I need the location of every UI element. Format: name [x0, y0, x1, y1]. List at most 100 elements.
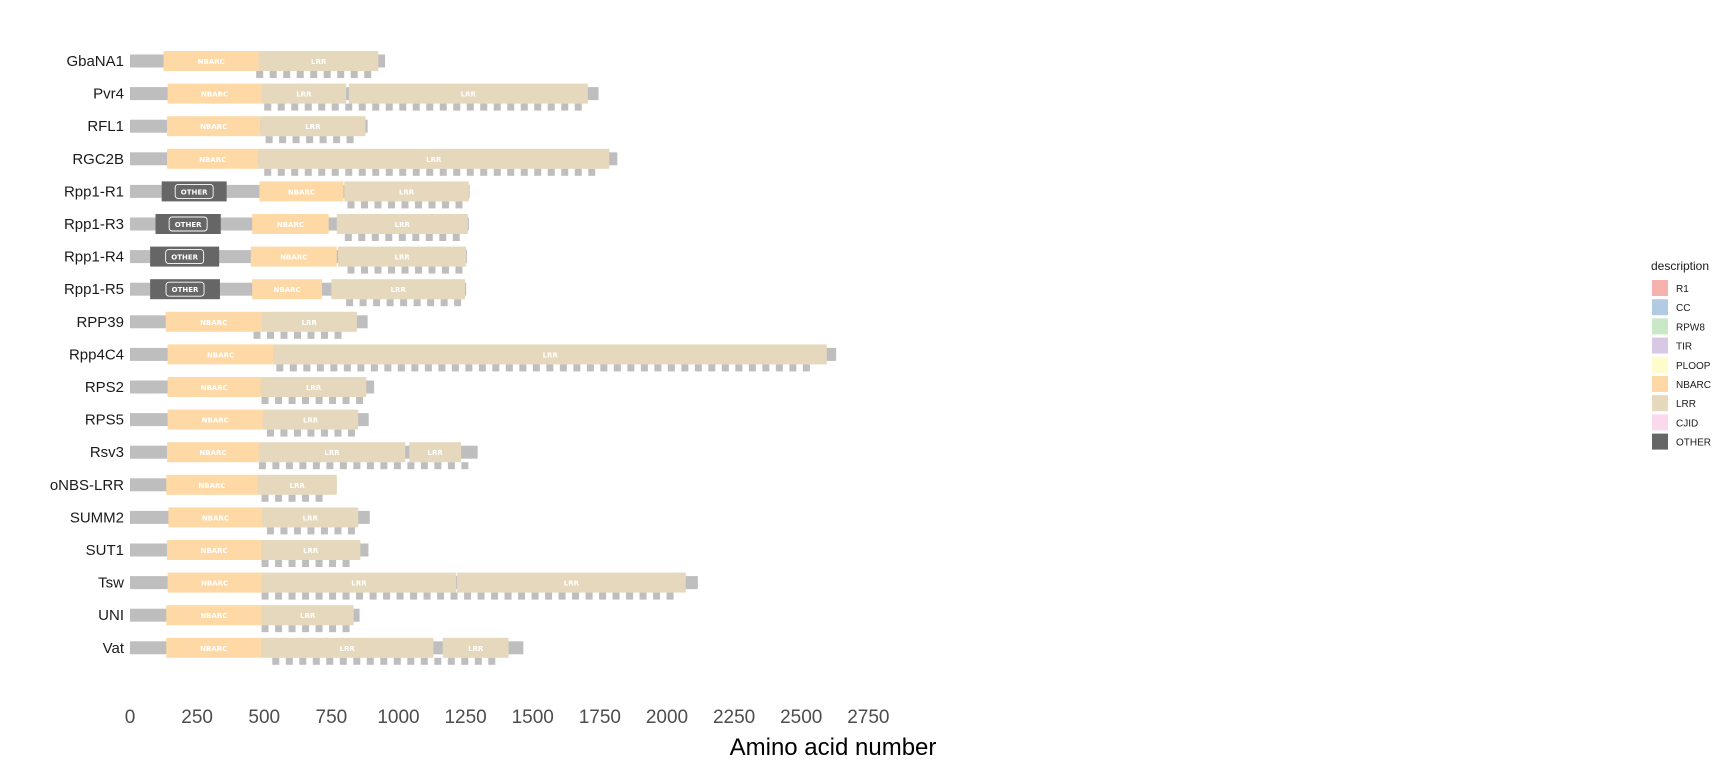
- domain-lrr-bar: [338, 246, 467, 267]
- lrr-repeat-tick: [280, 331, 288, 339]
- domain-nbarc-bar: [252, 279, 322, 300]
- protein-label: Rpp1-R4: [64, 249, 124, 266]
- x-tick-label: 2500: [780, 707, 822, 728]
- lrr-repeat-tick: [288, 592, 296, 600]
- x-tick-label: 0: [125, 707, 136, 728]
- protein-label: RPP39: [76, 314, 124, 331]
- x-tick-label: 2750: [847, 707, 889, 728]
- lrr-repeat-tick: [302, 592, 310, 600]
- lrr-repeat-tick: [261, 494, 269, 502]
- protein-row: Rsv3 NBARC LRR LRR: [90, 442, 478, 470]
- lrr-repeat-tick: [561, 103, 569, 111]
- lrr-repeat-tick: [546, 364, 554, 372]
- lrr-repeat-tick: [264, 103, 272, 111]
- lrr-repeat-tick: [775, 364, 783, 372]
- lrr-repeat-tick: [358, 234, 366, 241]
- lrr-repeat-tick: [346, 136, 354, 144]
- lrr-repeat-tick: [272, 657, 280, 665]
- lrr-repeat-tick: [387, 266, 395, 274]
- domain-label: NBARC: [200, 645, 227, 653]
- lrr-repeat-tick: [350, 71, 358, 78]
- domain-nbarc-bar: [167, 377, 261, 397]
- lrr-repeat-tick: [329, 560, 337, 567]
- lrr-repeat-tick: [461, 462, 469, 470]
- lrr-repeat-tick: [275, 397, 283, 404]
- legend-key-cc: [1652, 299, 1668, 316]
- x-tick-label: 1500: [512, 707, 554, 728]
- lrr-repeat-tick: [427, 299, 435, 307]
- domain-lrr-bar: [409, 442, 462, 463]
- lrr-repeat-tick: [283, 71, 291, 78]
- lrr-repeat-tick: [802, 364, 810, 372]
- legend-title: description: [1651, 259, 1709, 273]
- lrr-repeat-tick: [465, 364, 473, 372]
- lrr-repeat-tick: [369, 592, 377, 600]
- lrr-repeat-tick: [420, 462, 428, 470]
- lrr-repeat-tick: [507, 103, 515, 111]
- legend-label: CC: [1676, 303, 1690, 314]
- domain-label: LRR: [302, 319, 318, 327]
- protein-row: Tsw NBARC LRR LRR: [98, 572, 698, 600]
- domain-lrr-bar: [258, 442, 406, 463]
- lrr-repeat-tick: [266, 429, 274, 437]
- lrr-repeat-tick: [440, 299, 448, 307]
- lrr-repeat-tick: [347, 201, 355, 209]
- lrr-repeat-tick: [364, 71, 372, 78]
- lrr-repeat-tick: [272, 462, 280, 470]
- domain-label: OTHER: [175, 221, 202, 229]
- lrr-repeat-tick: [393, 657, 401, 665]
- lrr-repeat-tick: [586, 364, 594, 372]
- domain-label: NBARC: [201, 384, 228, 392]
- lrr-repeat-tick: [358, 103, 366, 111]
- lrr-repeat-tick: [574, 168, 582, 176]
- lrr-repeat-tick: [331, 168, 339, 176]
- lrr-repeat-tick: [505, 364, 513, 372]
- legend-label: LRR: [1676, 399, 1696, 410]
- lrr-repeat-tick: [654, 364, 662, 372]
- lrr-repeat-tick: [275, 494, 283, 502]
- lrr-repeat-tick: [307, 429, 315, 437]
- x-tick-label: 1750: [579, 707, 621, 728]
- legend-key-ploop: [1652, 356, 1668, 373]
- domain-lrr-bar: [442, 637, 509, 658]
- domain-nbarc-bar: [167, 409, 263, 430]
- lrr-repeat-tick: [366, 657, 374, 665]
- lrr-repeat-tick: [694, 364, 702, 372]
- lrr-repeat-tick: [532, 364, 540, 372]
- lrr-repeat-tick: [326, 657, 334, 665]
- domain-label: LRR: [303, 547, 319, 555]
- domain-label: NBARC: [274, 286, 301, 294]
- lrr-repeat-tick: [373, 299, 381, 307]
- lrr-repeat-tick: [492, 364, 500, 372]
- legend-label: CJID: [1676, 418, 1698, 429]
- protein-row: RPP39 NBARC LRR: [76, 311, 368, 339]
- domain-lrr-bar: [262, 409, 359, 430]
- lrr-repeat-tick: [302, 494, 310, 502]
- lrr-repeat-tick: [412, 103, 420, 111]
- lrr-repeat-tick: [323, 71, 331, 78]
- lrr-repeat-tick: [261, 560, 269, 567]
- lrr-repeat-tick: [320, 429, 328, 437]
- lrr-repeat-tick: [534, 103, 542, 111]
- lrr-repeat-tick: [339, 657, 347, 665]
- lrr-repeat-tick: [653, 592, 661, 600]
- lrr-repeat-tick: [306, 136, 314, 144]
- lrr-repeat-tick: [613, 364, 621, 372]
- lrr-repeat-tick: [599, 592, 607, 600]
- legend-key-r1: [1652, 280, 1668, 296]
- legend-key-lrr: [1652, 395, 1668, 412]
- domain-nbarc-bar: [167, 572, 262, 593]
- domain-other-bar: [155, 214, 221, 234]
- lrr-repeat-tick: [347, 527, 355, 535]
- domain-label: LRR: [324, 449, 340, 457]
- lrr-repeat-tick: [315, 397, 323, 404]
- protein-label: GbaNA1: [66, 53, 124, 70]
- lrr-repeat-tick: [789, 364, 797, 372]
- lrr-repeat-tick: [573, 364, 581, 372]
- lrr-repeat-tick: [275, 592, 283, 600]
- lrr-repeat-tick: [315, 625, 323, 633]
- lrr-repeat-tick: [558, 592, 566, 600]
- lrr-repeat-tick: [478, 364, 486, 372]
- lrr-repeat-tick: [356, 592, 364, 600]
- protein-label: RPS2: [85, 379, 124, 396]
